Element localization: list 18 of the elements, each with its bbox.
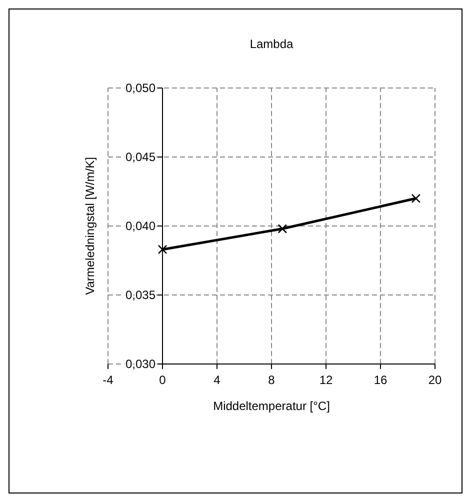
x-tick-label: 0: [159, 373, 166, 387]
x-tick-label: 4: [214, 373, 221, 387]
x-axis-title: Middeltemperatur [°C]: [213, 399, 330, 413]
y-tick-label: 0,050: [125, 81, 156, 96]
y-tick-label: 0,030: [125, 357, 156, 372]
y-tick-label: 0,035: [125, 288, 156, 302]
x-tick-label: -4: [102, 373, 114, 387]
y-axis-title: Varmeledningstal [W/m/K]: [83, 157, 97, 295]
x-tick-label: 12: [319, 373, 333, 387]
x-tick-label: 8: [268, 373, 276, 387]
y-tick-label: 0,040: [125, 219, 156, 234]
chart-title: Lambda: [250, 37, 294, 51]
point: [278, 224, 288, 234]
point: [411, 194, 421, 204]
point: [158, 244, 168, 254]
x-tick-label: 16: [374, 373, 388, 387]
y-tick-label: 0,045: [125, 150, 156, 164]
x-tick-label: 20: [428, 373, 442, 387]
